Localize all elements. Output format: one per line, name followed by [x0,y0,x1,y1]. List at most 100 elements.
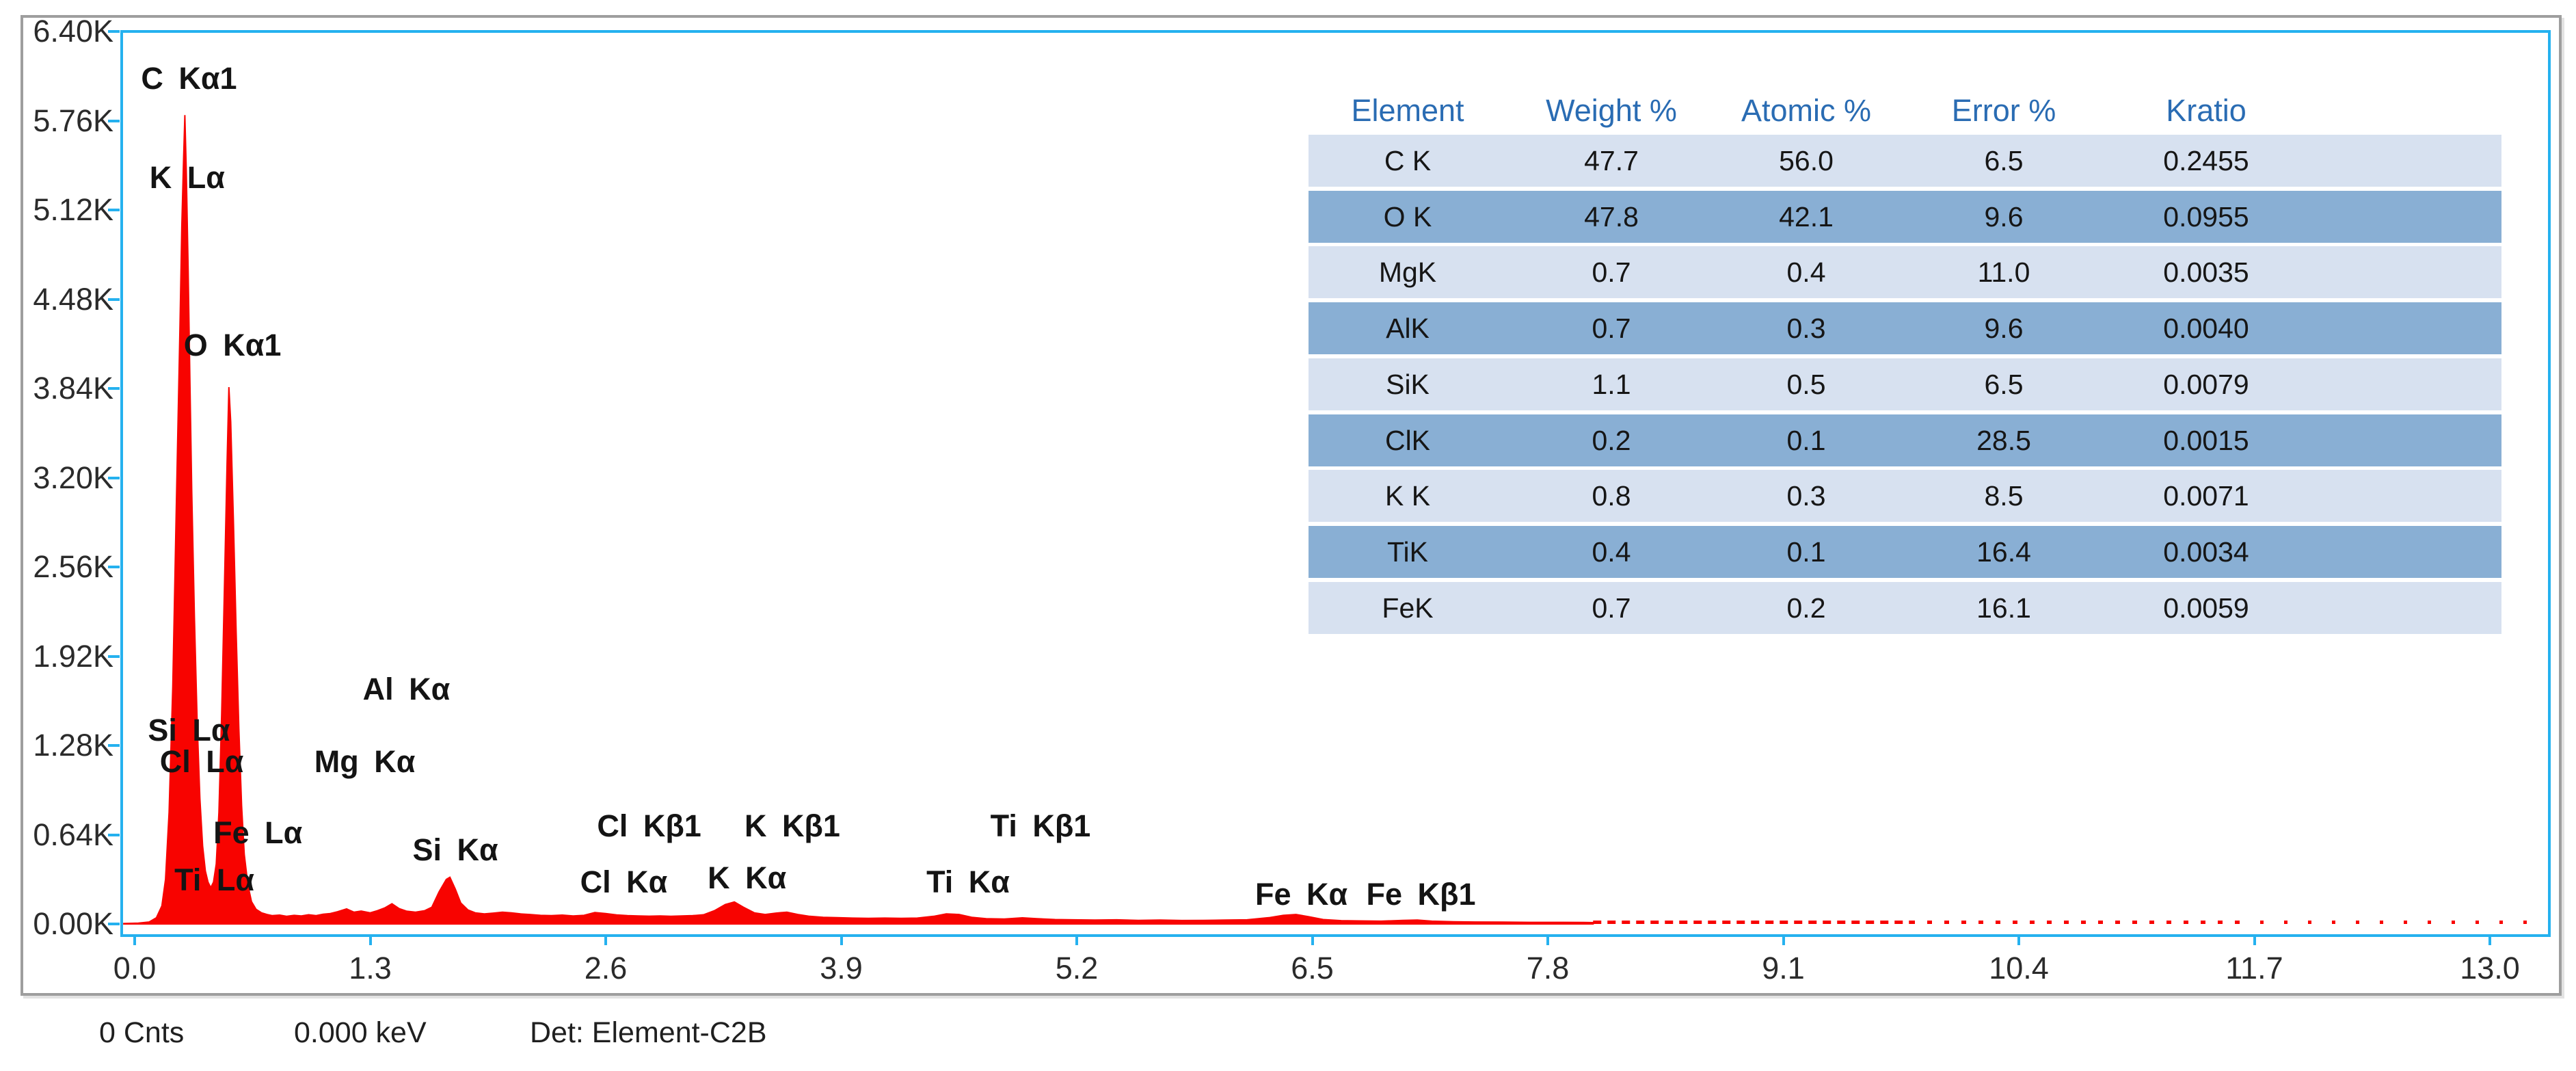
status-counts: 0 Cnts [99,1016,185,1049]
x-tick-mark [1782,936,1785,945]
table-cell-kratio: 0.0034 [2163,536,2249,568]
y-tick-label: 4.48K [33,281,113,317]
y-tick-label: 2.56K [33,549,113,584]
table-row [1309,190,2501,243]
y-tick-label: 1.92K [33,638,113,674]
peak-label: Fe Kα [1255,877,1348,912]
y-tick-label: 5.12K [33,192,113,227]
table-header-atomic: Atomic % [1741,93,1872,128]
x-tick-label: 7.8 [1526,951,1570,986]
x-tick-mark [604,936,607,945]
x-tick-mark [840,936,843,945]
table-row [1309,246,2501,299]
peak-label: K Lα [149,160,225,196]
x-tick-label: 3.9 [820,951,863,986]
table-header-error: Error % [1951,93,2056,128]
table-cell-error: 16.1 [1976,592,2031,624]
y-tick-mark [108,923,120,925]
peak-label: Ti Kα [926,864,1010,899]
peak-label: Ti Kβ1 [990,808,1091,844]
y-tick-mark [108,833,120,836]
table-cell-weight: 47.7 [1584,145,1639,176]
table-cell-weight: 1.1 [1592,368,1631,400]
peak-label: Cl Kα [580,864,668,899]
table-cell-atomic: 42.1 [1779,200,1834,233]
table-cell-element: TiK [1387,536,1428,568]
table-cell-element: ClK [1384,424,1431,456]
table-cell-kratio: 0.2455 [2163,145,2249,176]
table-cell-atomic: 0.3 [1786,313,1826,345]
table-cell-error: 11.0 [1977,256,2030,289]
peak-label: Fe Kβ1 [1366,877,1476,912]
y-tick-label: 3.84K [33,371,113,406]
table-header-kratio: Kratio [2166,93,2246,128]
table-cell-element: MgK [1378,256,1437,289]
y-tick-mark [108,566,120,568]
y-tick-mark [108,209,120,211]
table-cell-element: C K [1384,145,1432,176]
peak-label: C Kα1 [141,61,237,96]
spectrum-svg [123,115,2541,925]
y-tick-mark [108,654,120,658]
table-cell-weight: 0.4 [1592,536,1631,568]
table-cell-element: O K [1383,200,1432,233]
y-tick-mark [108,387,120,390]
table-cell-error: 6.5 [1984,368,2024,400]
table-cell-atomic: 0.5 [1786,368,1826,400]
x-tick-label: 1.3 [349,951,392,986]
x-tick-label: 6.5 [1291,951,1334,986]
peak-label: Si Kα [412,832,498,867]
table-cell-weight: 0.2 [1592,424,1631,456]
table-cell-element: K K [1384,480,1431,512]
y-tick-mark [108,744,120,747]
y-tick-label: 5.76K [33,103,113,138]
table-cell-kratio: 0.0059 [2163,592,2249,624]
table-header-weight: Weight % [1546,93,1677,128]
table-cell-weight: 47.8 [1584,200,1639,233]
table-cell-weight: 0.8 [1592,480,1631,512]
table-cell-atomic: 0.2 [1786,592,1826,624]
peak-label: Cl Kβ1 [597,808,701,844]
x-tick-mark [368,936,372,945]
peak-label: Si Lα [148,712,230,748]
table-cell-kratio: 0.0035 [2163,256,2249,289]
peak-label: Ti Lα [174,862,255,897]
x-tick-label: 5.2 [1055,951,1099,986]
x-tick-label: 9.1 [1762,951,1805,986]
table-row [1309,414,2501,466]
peak-label: O Kα1 [183,327,282,362]
y-tick-label: 6.40K [33,15,113,49]
x-tick-mark [1311,936,1314,945]
table-row [1309,302,2501,355]
status-energy: 0.000 keV [294,1016,427,1049]
y-tick-label: 1.28K [33,728,113,763]
x-tick-mark [133,936,136,945]
table-cell-error: 28.5 [1976,424,2031,456]
x-tick-mark [2253,936,2256,945]
peak-label: Al Kα [362,672,451,707]
table-cell-element: SiK [1386,368,1430,400]
table-row [1309,581,2501,634]
table-header-element: Element [1351,93,1464,128]
table-cell-kratio: 0.0079 [2163,368,2249,400]
x-tick-mark [1075,936,1078,945]
table-cell-atomic: 0.3 [1786,480,1826,512]
x-tick-label: 13.0 [2460,951,2520,986]
table-row [1309,358,2501,410]
x-tick-label: 11.7 [2225,951,2283,986]
x-tick-mark [1546,936,1549,945]
table-cell-kratio: 0.0071 [2163,480,2249,512]
table-cell-atomic: 0.1 [1786,536,1826,568]
y-tick-label: 3.20K [33,460,113,495]
spectrum-chart-frame: 0.00K 0.64K 1.28K 1.92K 2.56K 3.20K 3.84K 4.48K… [21,15,2562,996]
table-row [1309,525,2501,578]
y-tick-mark [108,30,120,33]
table-cell-weight: 0.7 [1592,592,1631,624]
x-tick-label: 2.6 [584,951,628,986]
table-row [1309,135,2501,187]
x-tick-label: 10.4 [1989,951,2049,986]
x-tick-label: 0.0 [113,951,157,986]
peak-label: K Kβ1 [744,808,840,844]
spectrum-plot-area[interactable] [120,30,2551,937]
